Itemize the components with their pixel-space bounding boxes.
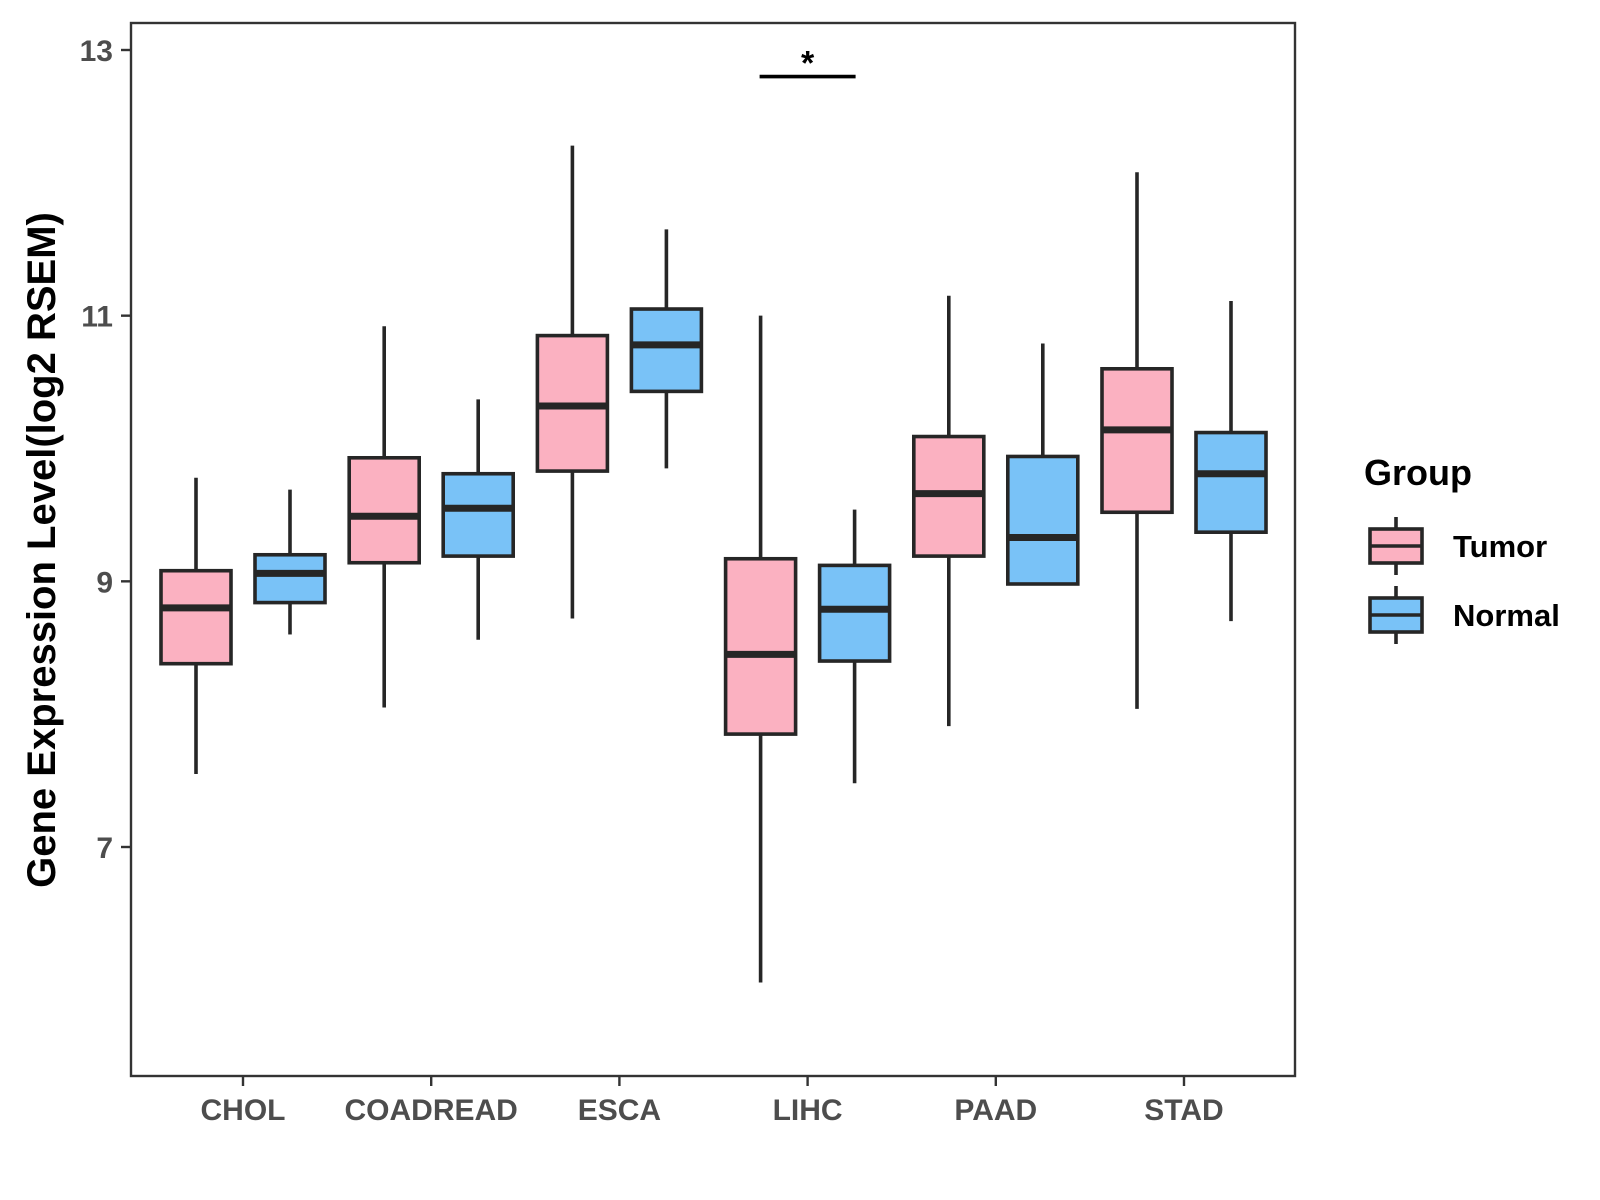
significance-annotations: * [759, 45, 856, 83]
plot-panel [129, 21, 1297, 1078]
box-iqr [629, 307, 704, 394]
box-iqr [723, 556, 798, 736]
significance-label: * [801, 45, 815, 83]
box-tumor-stad [1100, 172, 1174, 709]
x-tick-label: PAAD [954, 1094, 1037, 1127]
box-tumor-coadread [347, 326, 422, 708]
box-iqr [1100, 366, 1174, 515]
box-iqr [1194, 430, 1268, 534]
legend-label-tumor: Tumor [1453, 529, 1547, 564]
box-normal-paad [1005, 343, 1080, 586]
box-iqr [347, 455, 422, 565]
box-iqr [159, 568, 233, 666]
box-iqr [1005, 454, 1080, 586]
y-axis-title: Gene Expression Level(log2 RSEM) [20, 212, 64, 888]
y-tick-label: 7 [96, 832, 113, 865]
legend-title: Group [1364, 452, 1472, 493]
y-tick-label: 13 [80, 35, 113, 68]
legend-key-tumor [1368, 517, 1424, 575]
box-normal-stad [1194, 301, 1268, 622]
y-tick-label: 11 [81, 301, 113, 334]
box-normal-chol [253, 489, 327, 635]
box-tumor-chol [159, 477, 233, 774]
box-tumor-esca [535, 145, 610, 619]
y-tick-label: 9 [96, 566, 113, 599]
box-iqr [441, 471, 516, 558]
box-iqr [253, 552, 327, 605]
legend-label-normal: Normal [1453, 598, 1560, 633]
x-tick-label: STAD [1144, 1094, 1223, 1127]
x-tick-label: ESCA [578, 1094, 661, 1127]
y-axis: 7 9 11 13 [80, 35, 131, 865]
box-iqr [817, 563, 892, 663]
box-tumor-paad [911, 295, 986, 727]
box-normal-coadread [441, 399, 516, 640]
x-tick-label: CHOL [201, 1094, 286, 1127]
legend: Group Tumor Normal [1364, 452, 1560, 644]
box-normal-esca [629, 229, 704, 469]
x-tick-label: COADREAD [345, 1094, 518, 1127]
box-normal-lihc [817, 509, 892, 784]
x-axis: CHOL COADREAD ESCA LIHC PAAD STAD [201, 1076, 1224, 1127]
x-tick-label: LIHC [773, 1094, 843, 1127]
boxes [159, 145, 1268, 983]
box-tumor-lihc [723, 315, 798, 983]
legend-key-normal [1368, 586, 1424, 644]
